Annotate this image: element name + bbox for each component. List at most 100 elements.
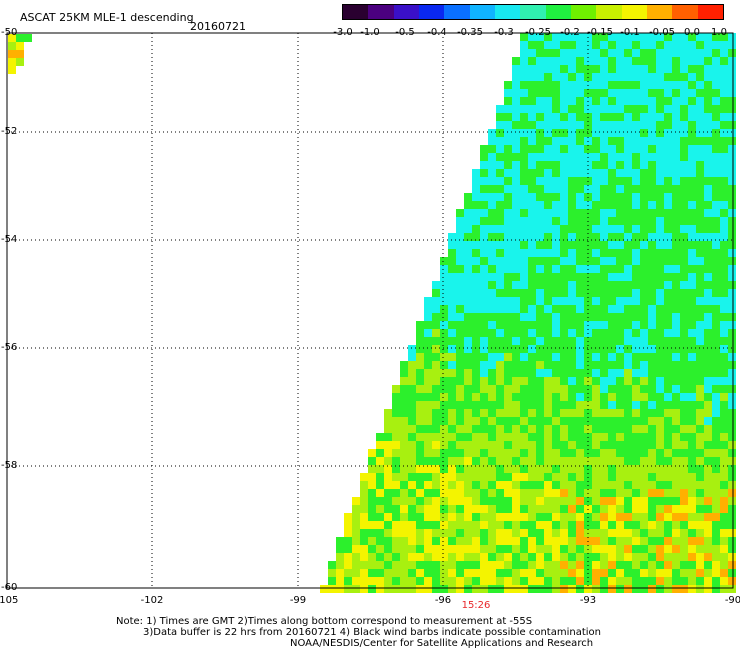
swath-cell [432,505,440,513]
swath-cell [512,113,520,121]
swath-cell [640,265,648,273]
swath-cell [408,585,416,593]
swath-cell [680,65,688,73]
swath-cell [616,417,624,425]
swath-cell [528,433,536,441]
swath-cell [512,201,520,209]
swath-cell [664,361,672,369]
swath-cell [344,569,352,577]
swath-cell [496,185,504,193]
swath-cell [592,337,600,345]
swath-cell [592,433,600,441]
swath-cell [440,449,448,457]
swath-cell [512,177,520,185]
swath-cell [480,513,488,521]
swath-cell [576,545,584,553]
swath-cell [504,113,512,121]
swath-cell [696,529,704,537]
swath-cell [640,473,648,481]
swath-cell [576,177,584,185]
swath-cell [432,553,440,561]
swath-cell [552,585,560,593]
swath-cell [576,97,584,105]
swath-cell [536,425,544,433]
swath-cell [592,417,600,425]
swath-cell [656,513,664,521]
swath-cell [656,81,664,89]
swath-cell [544,321,552,329]
swath-cell [680,177,688,185]
swath-cell [576,233,584,241]
swath-cell [624,201,632,209]
swath-cell [520,225,528,233]
swath-cell [600,113,608,121]
swath-cell [712,89,720,97]
swath-cell [672,73,680,81]
swath-cell [504,377,512,385]
swath-cell [600,89,608,97]
swath-cell [488,465,496,473]
swath-cell [568,489,576,497]
swath-cell [440,465,448,473]
swath-cell [712,481,720,489]
swath-cell [688,305,696,313]
swath-cell [496,225,504,233]
swath-cell [560,529,568,537]
swath-cell [704,265,712,273]
swath-cell [376,481,384,489]
swath-cell [664,385,672,393]
swath-cell [664,313,672,321]
swath-cell [512,57,520,65]
swath-cell [720,41,728,49]
swath-cell [520,265,528,273]
swath-cell [336,537,344,545]
swath-cell [424,569,432,577]
swath-cell [640,553,648,561]
swath-cell [424,297,432,305]
swath-cell [600,233,608,241]
swath-cell [688,553,696,561]
swath-cell [696,369,704,377]
swath-cell [696,49,704,57]
swath-cell [472,401,480,409]
swath-cell [488,161,496,169]
swath-cell [704,577,712,585]
swath-cell [728,289,736,297]
swath-cell [488,241,496,249]
swath-cell [560,201,568,209]
swath-cell [712,57,720,65]
swath-cell [624,81,632,89]
swath-cell [640,505,648,513]
swath-cell [384,481,392,489]
swath-cell [544,409,552,417]
swath-cell [464,329,472,337]
swath-cell [640,121,648,129]
swath-cell [592,513,600,521]
swath-cell [600,537,608,545]
swath-cell [656,41,664,49]
swath-cell [480,305,488,313]
swath-cell [600,73,608,81]
swath-cell [600,401,608,409]
swath-cell [496,273,504,281]
swath-cell [664,353,672,361]
swath-cell [472,265,480,273]
swath-cell [456,585,464,593]
swath-cell [712,249,720,257]
swath-cell [456,217,464,225]
swath-cell [504,129,512,137]
swath-cell [696,289,704,297]
swath-cell [592,137,600,145]
swath-cell [504,193,512,201]
swath-cell [664,337,672,345]
swath-cell [648,137,656,145]
swath-cell [400,537,408,545]
swath-cell [520,153,528,161]
swath-cell [536,385,544,393]
swath-cell [480,249,488,257]
swath-cell [680,313,688,321]
swath-cell [712,337,720,345]
swath-cell [528,89,536,97]
swath-cell [552,425,560,433]
swath-cell [632,177,640,185]
